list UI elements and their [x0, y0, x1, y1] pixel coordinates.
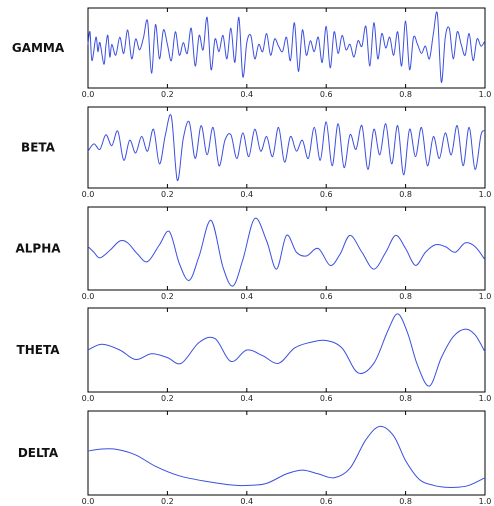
band-label-delta: DELTA	[18, 446, 59, 460]
band-label-theta: THETA	[17, 343, 61, 357]
x-tick-label-delta-4: 0.8	[399, 497, 412, 506]
x-tick-label-delta-2: 0.4	[240, 497, 253, 506]
x-tick-label-alpha-1: 0.2	[161, 292, 174, 301]
x-tick-label-gamma-2: 0.4	[240, 90, 253, 99]
x-tick-label-beta-3: 0.6	[320, 190, 333, 199]
plot-frame-gamma	[87, 7, 486, 89]
x-tick-label-theta-3: 0.6	[320, 394, 333, 403]
x-tick-label-beta-5: 1.0	[479, 190, 492, 199]
x-tick-label-gamma-5: 1.0	[479, 90, 492, 99]
x-tick-label-theta-0: 0.0	[82, 394, 95, 403]
x-tick-label-alpha-0: 0.0	[82, 292, 95, 301]
signal-line-theta	[87, 313, 486, 387]
x-tick-label-gamma-0: 0.0	[82, 90, 95, 99]
x-tick-label-delta-5: 1.0	[479, 497, 492, 506]
x-tick-label-alpha-2: 0.4	[240, 292, 253, 301]
x-tick-label-beta-2: 0.4	[240, 190, 253, 199]
x-tick-label-gamma-4: 0.8	[399, 90, 412, 99]
x-tick-label-gamma-1: 0.2	[161, 90, 174, 99]
signal-line-beta	[87, 114, 486, 181]
x-tick-label-delta-0: 0.0	[82, 497, 95, 506]
signal-line-gamma	[87, 11, 486, 83]
x-tick-label-delta-1: 0.2	[161, 497, 174, 506]
plot-frame-alpha	[87, 206, 486, 291]
x-tick-label-theta-1: 0.2	[161, 394, 174, 403]
plot-frame-delta	[87, 410, 486, 496]
band-label-gamma: GAMMA	[12, 41, 65, 55]
x-tick-label-theta-5: 1.0	[479, 394, 492, 403]
x-tick-label-beta-0: 0.0	[82, 190, 95, 199]
signal-line-alpha	[87, 217, 486, 287]
plot-frame-beta	[87, 106, 486, 189]
x-tick-label-beta-4: 0.8	[399, 190, 412, 199]
x-tick-label-beta-1: 0.2	[161, 190, 174, 199]
signal-line-delta	[87, 425, 486, 488]
x-tick-label-theta-2: 0.4	[240, 394, 253, 403]
x-tick-label-alpha-5: 1.0	[479, 292, 492, 301]
plot-frame-theta	[87, 307, 486, 393]
band-label-beta: BETA	[21, 141, 56, 155]
x-tick-label-theta-4: 0.8	[399, 394, 412, 403]
x-tick-label-gamma-3: 0.6	[320, 90, 333, 99]
x-tick-label-delta-3: 0.6	[320, 497, 333, 506]
x-tick-label-alpha-3: 0.6	[320, 292, 333, 301]
x-tick-label-alpha-4: 0.8	[399, 292, 412, 301]
band-label-alpha: ALPHA	[15, 242, 61, 256]
